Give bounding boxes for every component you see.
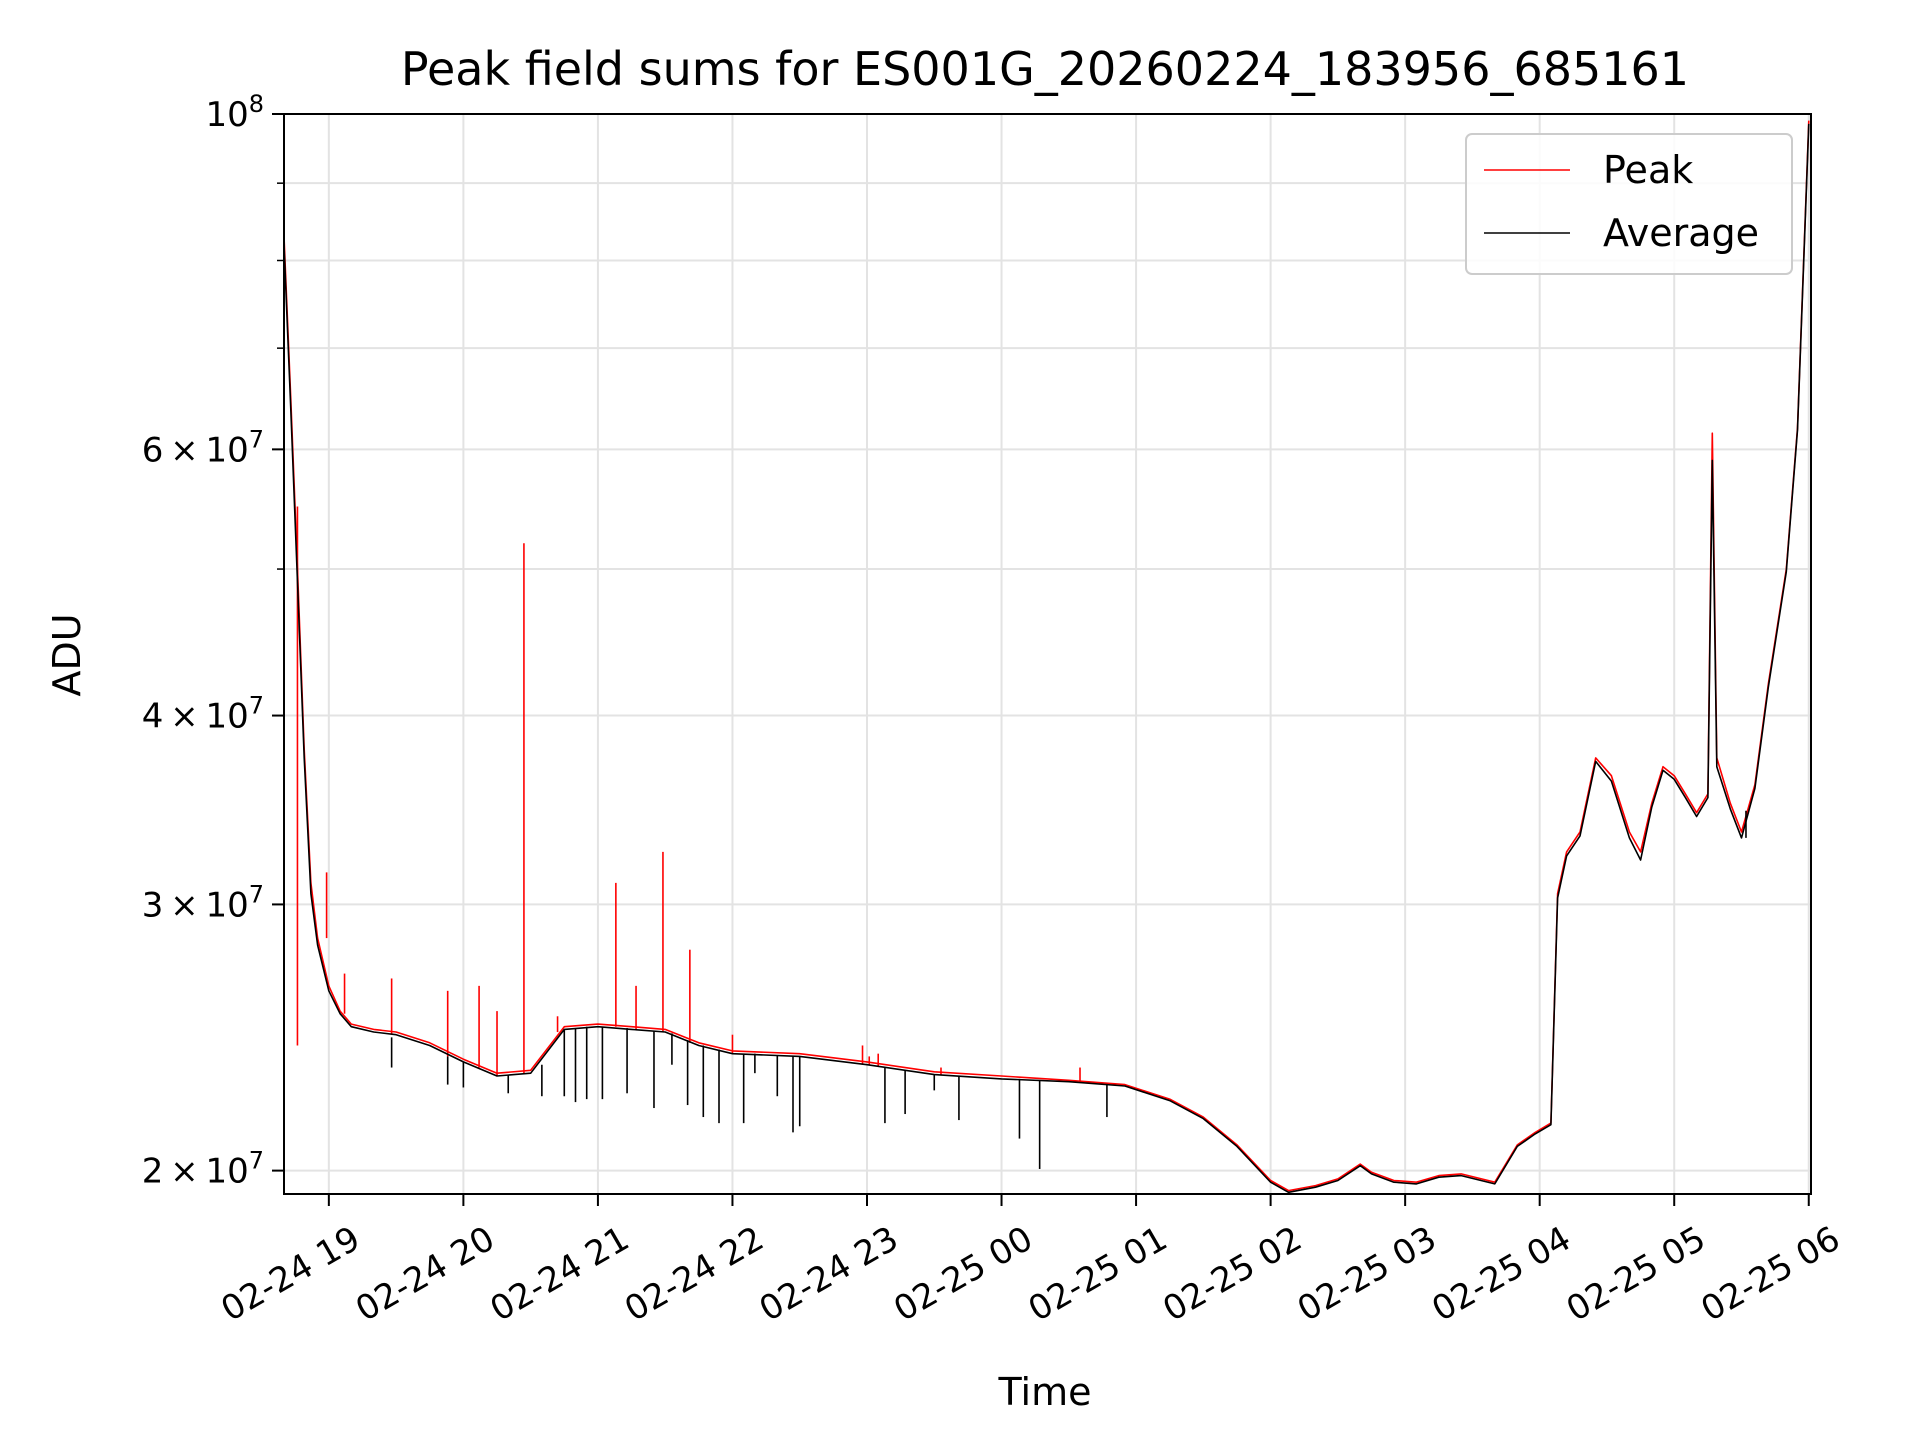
y-tick-mantissa: 2 × 10 bbox=[142, 1152, 249, 1192]
plot-frame bbox=[283, 113, 1812, 1195]
x-axis-label: Time bbox=[998, 1370, 1092, 1414]
y-tick-base: 10 bbox=[205, 95, 248, 135]
y-tick-exponent: 7 bbox=[249, 425, 264, 453]
legend-label-peak: Peak bbox=[1603, 148, 1693, 192]
y-tick-exponent: 7 bbox=[249, 1147, 264, 1175]
y-tick-mantissa: 6 × 10 bbox=[142, 430, 249, 470]
y-tick-label: 108 bbox=[205, 90, 264, 135]
y-tick-exponent: 7 bbox=[249, 692, 264, 720]
legend-label-average: Average bbox=[1603, 211, 1759, 255]
y-tick-exponent: 7 bbox=[249, 880, 264, 908]
y-tick-mantissa: 4 × 10 bbox=[142, 697, 249, 737]
series-line-average bbox=[283, 123, 1810, 1194]
y-tick-label: 6 × 107 bbox=[142, 425, 264, 470]
y-tick-label: 2 × 107 bbox=[142, 1147, 264, 1192]
y-tick-exponent: 8 bbox=[249, 90, 264, 118]
series-line-peak bbox=[283, 120, 1810, 1192]
legend-box bbox=[1465, 133, 1793, 275]
legend: Peak Average bbox=[1465, 133, 1793, 275]
y-axis-label: ADU bbox=[45, 613, 89, 696]
y-tick-label: 3 × 107 bbox=[142, 880, 264, 925]
chart-title: Peak field sums for ES001G_20260224_1839… bbox=[401, 42, 1689, 96]
y-tick-label: 4 × 107 bbox=[142, 692, 264, 737]
y-tick-mantissa: 3 × 10 bbox=[142, 885, 249, 925]
series-group bbox=[283, 120, 1810, 1194]
